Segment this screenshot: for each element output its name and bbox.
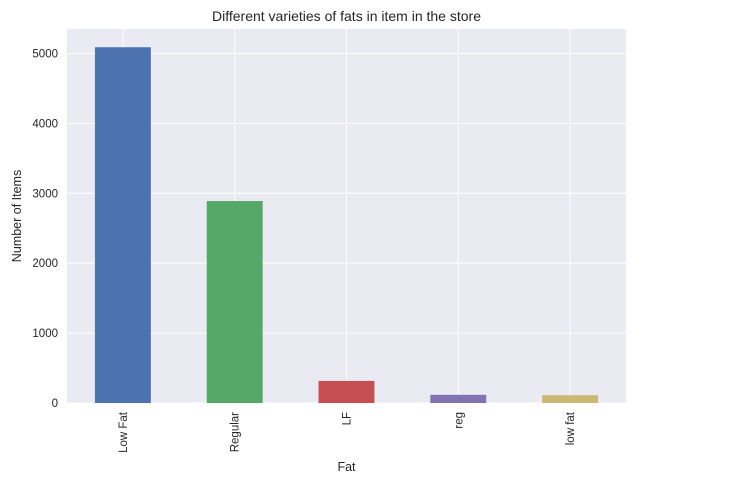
- x-tick-label: LF: [342, 412, 354, 425]
- bar-regular: [206, 201, 263, 403]
- x-axis-label: Fat: [337, 460, 356, 474]
- y-tick-label: 3000: [32, 188, 58, 200]
- y-tick-label: 2000: [32, 258, 58, 270]
- y-tick-label: 1000: [32, 328, 58, 340]
- y-tick-label: 0: [52, 398, 58, 410]
- bar-low-fat: [94, 47, 151, 404]
- bars: [94, 47, 599, 404]
- bar-low-fat: [542, 395, 599, 403]
- bar-lf: [318, 380, 375, 403]
- x-tick-label: low fat: [565, 411, 577, 445]
- y-axis-ticks: 0 1000 2000 3000 4000 5000: [32, 48, 58, 410]
- bar-reg: [430, 394, 487, 403]
- x-axis-ticks: Low Fat Regular LF reg low fat: [118, 411, 577, 453]
- y-tick-label: 4000: [32, 118, 58, 130]
- y-axis-label: Number of Items: [10, 170, 24, 262]
- x-tick-label: Regular: [230, 412, 242, 452]
- y-tick-label: 5000: [32, 48, 58, 60]
- x-tick-label: reg: [453, 412, 465, 429]
- chart-title: Different varieties of fats in item in t…: [212, 8, 481, 24]
- grid-lines: [67, 29, 626, 404]
- x-tick-label: Low Fat: [118, 411, 130, 453]
